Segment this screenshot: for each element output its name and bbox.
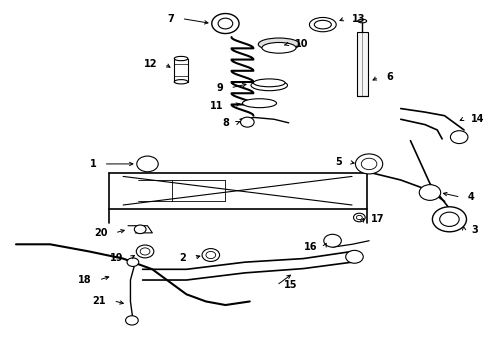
Text: 5: 5	[336, 157, 343, 167]
Circle shape	[127, 258, 139, 266]
Circle shape	[241, 117, 254, 127]
Circle shape	[361, 158, 377, 170]
Ellipse shape	[174, 80, 188, 84]
Text: 2: 2	[180, 253, 187, 263]
Text: 16: 16	[303, 242, 317, 252]
Ellipse shape	[314, 20, 331, 29]
Text: 1: 1	[90, 159, 97, 169]
Text: 6: 6	[386, 72, 393, 82]
Circle shape	[140, 248, 150, 255]
Circle shape	[136, 245, 154, 258]
Circle shape	[212, 14, 239, 33]
Text: 4: 4	[468, 192, 475, 202]
Circle shape	[202, 249, 220, 261]
Text: 20: 20	[94, 228, 108, 238]
Ellipse shape	[262, 42, 296, 53]
Ellipse shape	[253, 79, 285, 87]
Ellipse shape	[309, 18, 336, 32]
Text: 9: 9	[216, 83, 223, 93]
Circle shape	[125, 316, 138, 325]
Circle shape	[137, 156, 158, 172]
Ellipse shape	[358, 19, 367, 23]
Text: 19: 19	[110, 253, 123, 263]
Text: 10: 10	[294, 39, 308, 49]
Circle shape	[440, 212, 459, 226]
Ellipse shape	[174, 57, 188, 61]
Ellipse shape	[258, 38, 300, 50]
Circle shape	[353, 213, 365, 222]
Circle shape	[324, 234, 342, 247]
Text: 12: 12	[144, 59, 157, 69]
Text: 13: 13	[352, 14, 366, 23]
Text: 11: 11	[210, 101, 223, 111]
Circle shape	[346, 250, 363, 263]
Circle shape	[355, 154, 383, 174]
Text: 7: 7	[168, 14, 174, 23]
Bar	[174, 59, 188, 82]
Text: 3: 3	[471, 225, 478, 235]
Circle shape	[432, 207, 466, 232]
Circle shape	[419, 185, 441, 201]
Text: 14: 14	[471, 113, 485, 123]
Text: 18: 18	[78, 275, 92, 285]
Text: 8: 8	[222, 118, 229, 128]
Circle shape	[218, 18, 233, 29]
Circle shape	[134, 225, 146, 234]
Circle shape	[206, 251, 216, 258]
Circle shape	[356, 215, 362, 220]
Text: 17: 17	[370, 214, 384, 224]
Text: 15: 15	[284, 280, 297, 291]
Ellipse shape	[243, 99, 276, 108]
Ellipse shape	[251, 80, 288, 91]
Circle shape	[450, 131, 468, 144]
Text: 21: 21	[93, 296, 106, 306]
Bar	[357, 32, 368, 96]
